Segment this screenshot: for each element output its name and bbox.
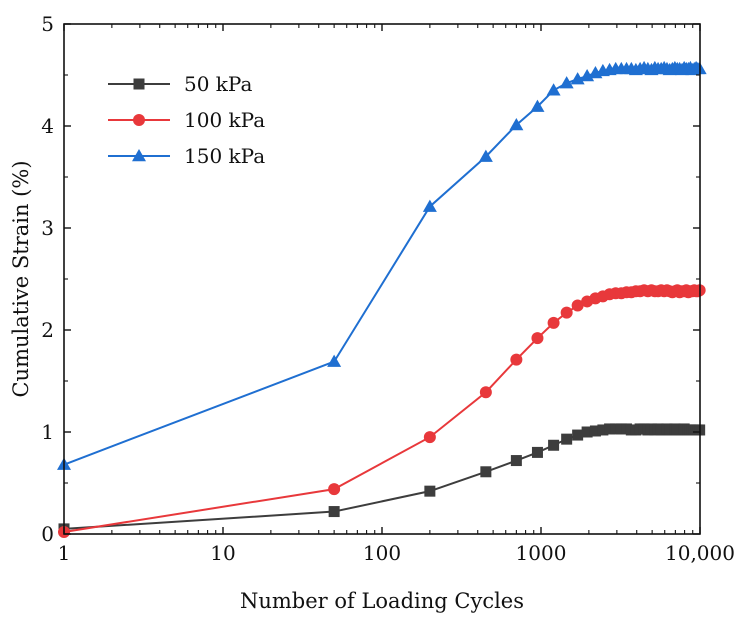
x-axis-title: Number of Loading Cycles [240, 589, 524, 613]
y-tick-label: 2 [41, 318, 54, 342]
data-point-square [510, 455, 522, 467]
y-axis-title: Cumulative Strain (%) [9, 160, 33, 397]
series-layer [57, 60, 707, 538]
data-point-triangle [422, 199, 437, 212]
x-tick-label: 1 [58, 541, 71, 565]
data-point-triangle [327, 354, 342, 367]
y-tick-label: 4 [41, 114, 54, 138]
data-point-triangle [509, 117, 524, 131]
data-point-square [581, 426, 593, 438]
series-150-kpa [57, 60, 707, 470]
data-point-square [133, 78, 145, 90]
data-point-square [480, 466, 492, 478]
x-tick-label: 1000 [516, 541, 567, 565]
x-tick-label: 10,000 [665, 541, 735, 565]
data-point-circle [510, 353, 523, 366]
plot-frame [63, 23, 701, 535]
data-point-square [604, 423, 616, 435]
legend-label: 100 kPa [184, 108, 265, 132]
legend-item: 50 kPa [108, 72, 252, 96]
data-point-square [531, 446, 543, 458]
x-tick-label: 100 [363, 541, 401, 565]
y-tick-label: 1 [41, 420, 54, 444]
data-point-square [572, 429, 584, 441]
data-point-circle [479, 386, 492, 399]
series-line [63, 289, 701, 533]
data-point-circle [531, 332, 544, 345]
data-point-square [328, 506, 340, 518]
legend-item: 100 kPa [108, 108, 265, 132]
legend: 50 kPa 100 kPa 150 kPa [108, 72, 265, 168]
data-point-circle [547, 316, 560, 329]
legend-label: 50 kPa [184, 72, 252, 96]
y-tick-label: 0 [41, 522, 54, 546]
data-point-square [424, 485, 436, 497]
series-line [63, 427, 700, 530]
data-point-triangle [559, 76, 574, 89]
data-point-square [589, 425, 601, 437]
data-point-triangle [478, 149, 493, 162]
legend-label: 150 kPa [184, 144, 265, 168]
series-line [63, 66, 700, 466]
legend-item: 150 kPa [108, 144, 265, 168]
data-point-circle [423, 431, 436, 444]
data-point-square [561, 433, 573, 445]
x-tick-label: 10 [210, 541, 235, 565]
data-point-triangle [530, 99, 545, 112]
data-point-square [597, 424, 609, 436]
data-point-circle [571, 299, 584, 312]
series-50-kpa [58, 423, 706, 535]
data-point-circle [133, 114, 145, 126]
data-point-circle [560, 306, 573, 319]
data-point-square [610, 423, 622, 435]
series-100-kpa [58, 284, 706, 538]
data-point-triangle [132, 149, 146, 162]
data-point-square [548, 439, 560, 451]
data-point-circle [328, 483, 341, 496]
data-point-triangle [546, 83, 561, 96]
y-tick-label: 3 [41, 216, 54, 240]
y-tick-label: 5 [41, 12, 54, 36]
